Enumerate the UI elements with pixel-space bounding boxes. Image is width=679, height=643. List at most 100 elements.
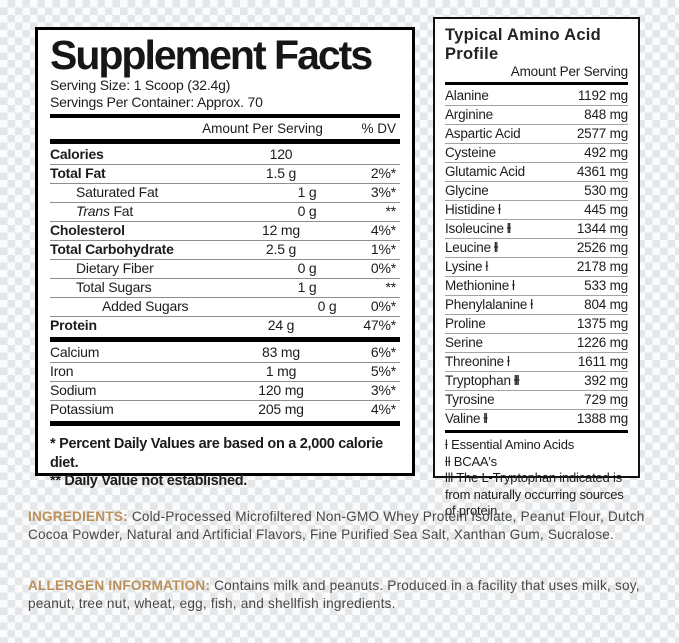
nutrient-amount: 2.5 g <box>265 241 297 257</box>
nutrient-dv <box>326 146 400 164</box>
nutrient-row: Added Sugars 0 g 0%* <box>50 297 400 316</box>
nutrient-row: Total Fat 1.5 g 2%* <box>50 164 400 183</box>
nutrient-dv: 4%* <box>370 222 396 238</box>
daily-value-footnotes: * Percent Daily Values are based on a 2,… <box>50 435 400 491</box>
divider-thick <box>445 430 628 433</box>
nutrient-amount: 1 g <box>297 279 317 295</box>
amino-acid-row: Histidine ƚ 445 mg <box>445 201 628 220</box>
nutrient-row: Total Carbohydrate 2.5 g 1%* <box>50 240 400 259</box>
nutrient-row: Iron 1 mg 5%* <box>50 362 400 381</box>
amino-acid-name: Proline <box>445 316 486 331</box>
nutrient-name: Protein <box>50 317 97 333</box>
amount-per-serving-header: Amount Per Serving <box>202 120 323 136</box>
amino-acid-row: Cysteine 492 mg <box>445 144 628 163</box>
nutrient-dv: ** <box>385 203 397 219</box>
nutrient-row: Dietary Fiber 0 g 0%* <box>50 259 400 278</box>
amino-acid-name: Tyrosine <box>445 392 495 407</box>
nutrient-amount: 12 mg <box>262 222 300 238</box>
nutrient-name: Trans Fat <box>76 203 134 219</box>
nutrient-name: Sodium <box>50 382 97 398</box>
amino-acid-row: Isoleucine ƚƚ 1344 mg <box>445 220 628 239</box>
amino-acid-row: Serine 1226 mg <box>445 334 628 353</box>
amino-acid-amount: 2526 mg <box>576 240 628 255</box>
supplement-facts-title: Supplement Facts <box>50 32 373 78</box>
nutrient-row: Cholesterol 12 mg 4%* <box>50 221 400 240</box>
amino-acid-name: Arginine <box>445 107 493 122</box>
amino-acid-amount: 1375 mg <box>576 316 628 331</box>
mineral-rows: Calcium 83 mg 6%* Iron 1 mg 5%* Sodium 120 mg 3%… <box>50 344 400 419</box>
nutrient-amount: 1 mg <box>265 363 297 379</box>
amino-acid-amount: 445 mg <box>584 202 628 217</box>
nutrient-amount: 83 mg <box>262 344 300 360</box>
amino-acid-name: Glutamic Acid <box>445 164 525 179</box>
nutrient-row: Calories 120 <box>50 146 400 164</box>
footnote-line: ** Daily Value not established. <box>50 473 247 489</box>
nutrient-amount: 120 <box>269 146 293 162</box>
nutrient-dv: 0%* <box>370 298 396 314</box>
allergen-paragraph: ALLERGEN INFORMATION: Contains milk and … <box>28 577 664 614</box>
nutrient-dv: 4%* <box>370 401 396 417</box>
amino-acid-row: Alanine 1192 mg <box>445 87 628 106</box>
amino-profile-subtitle: Amount Per Serving <box>510 64 628 79</box>
nutrient-name: Added Sugars <box>102 298 189 314</box>
nutrient-amount: 120 mg <box>258 382 304 398</box>
nutrient-name: Total Fat <box>50 165 106 181</box>
amino-acid-row: Proline 1375 mg <box>445 315 628 334</box>
nutrient-dv: 47%* <box>363 317 396 333</box>
amino-acid-name: Histidine ƚ <box>445 202 501 217</box>
amino-acid-row: Tryptophan ƚƚƚ 392 mg <box>445 372 628 391</box>
amino-acid-name: Lysine ƚ <box>445 259 488 274</box>
allergen-label: ALLERGEN INFORMATION: <box>28 577 211 593</box>
amino-acid-row: Valine ƚƚ 1388 mg <box>445 410 628 428</box>
amino-acid-row: Arginine 848 mg <box>445 106 628 125</box>
amino-acid-row: Methionine ƚ 533 mg <box>445 277 628 296</box>
essential-marker: ƚ <box>512 278 515 293</box>
nutrient-amount: 0 g <box>297 203 317 219</box>
nutrient-amount: 1 g <box>297 184 317 200</box>
nutrient-name: Calcium <box>50 344 100 360</box>
nutrient-rows: Calories 120 Total Fat 1.5 g 2%* Saturated Fa… <box>50 146 400 335</box>
nutrient-amount: 0 g <box>317 298 337 314</box>
nutrient-amount: 24 g <box>267 317 295 333</box>
supplement-facts-panel: Supplement Facts Serving Size: 1 Scoop (… <box>35 27 415 489</box>
nutrient-row: Total Sugars 1 g ** <box>50 278 400 297</box>
essential-marker: ƚ <box>530 297 533 312</box>
amino-acid-row: Leucine ƚƚ 2526 mg <box>445 239 628 258</box>
amino-acid-amount: 729 mg <box>584 392 628 407</box>
nutrient-dv: 3%* <box>370 184 396 200</box>
amino-acid-name: Threonine ƚ <box>445 354 510 369</box>
divider-thick <box>50 114 400 118</box>
serving-size: Serving Size: 1 Scoop (32.4g) <box>50 77 231 93</box>
essential-marker: ƚƚ <box>506 221 512 236</box>
nutrient-dv: 0%* <box>370 260 396 276</box>
servings-per-container: Servings Per Container: Approx. 70 <box>50 94 263 110</box>
amino-acid-name: Serine <box>445 335 483 350</box>
nutrient-row: Sodium 120 mg 3%* <box>50 381 400 400</box>
amino-acid-amount: 1192 mg <box>577 88 628 103</box>
nutrient-row: Calcium 83 mg 6%* <box>50 344 400 362</box>
nutrient-name: Saturated Fat <box>76 184 159 200</box>
amino-acid-name: Methionine ƚ <box>445 278 515 293</box>
amino-footnote-line: ƚƚ BCAA's <box>445 453 497 469</box>
amino-footnote-line: ƚ Essential Amino Acids <box>445 437 575 452</box>
amino-acid-profile-panel: Typical Amino Acid Profile Amount Per Se… <box>433 17 640 518</box>
nutrient-row: Protein 24 g 47%* <box>50 316 400 335</box>
nutrient-amount: 205 mg <box>258 401 304 417</box>
nutrient-dv: 2%* <box>370 165 396 181</box>
nutrient-name: Dietary Fiber <box>76 260 154 276</box>
divider-thick <box>50 337 400 342</box>
amino-acid-name: Tryptophan ƚƚƚ <box>445 373 520 388</box>
amino-acid-amount: 392 mg <box>584 373 628 388</box>
amino-acid-row: Glycine 530 mg <box>445 182 628 201</box>
amino-acid-amount: 1226 mg <box>576 335 628 350</box>
nutrient-name: Total Sugars <box>76 279 152 295</box>
amino-acid-name: Valine ƚƚ <box>445 411 488 426</box>
essential-marker: ƚƚƚ <box>513 373 520 388</box>
amino-footnote-line: ƚƚƚ The L-Tryptophan indicated is from n… <box>445 470 624 518</box>
percent-dv-header: % DV <box>361 121 396 136</box>
amino-acid-name: Leucine ƚƚ <box>445 240 498 255</box>
essential-marker: ƚ <box>485 259 488 274</box>
amino-acid-row: Lysine ƚ 2178 mg <box>445 258 628 277</box>
nutrient-row: Trans Fat 0 g ** <box>50 202 400 221</box>
